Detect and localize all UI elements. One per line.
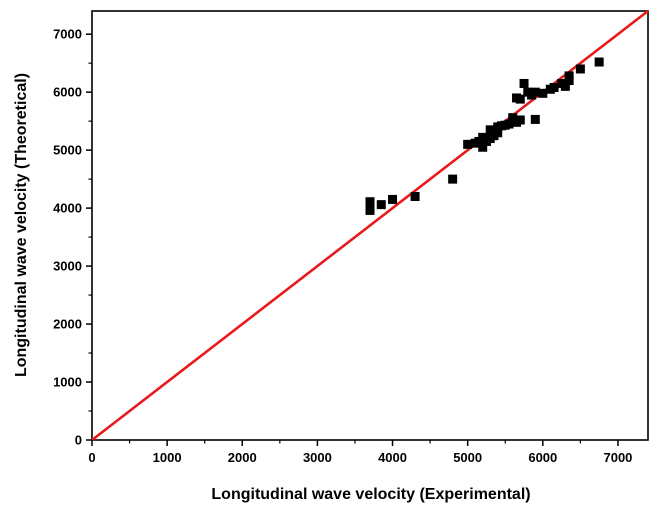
- y-tick-label: 3000: [53, 259, 82, 274]
- data-point: [365, 197, 375, 207]
- data-points: [365, 57, 604, 215]
- plot-frame: [91, 10, 649, 441]
- x-axis: 0 1000 2000 3000 4000 5000 6000 7000: [88, 440, 632, 465]
- data-point: [594, 57, 604, 67]
- x-tick-label: 0: [88, 450, 95, 465]
- data-point: [564, 76, 574, 86]
- data-point: [519, 78, 529, 88]
- data-point: [530, 114, 540, 124]
- data-point: [365, 201, 375, 211]
- y-axis-title: Longitudinal wave velocity (Theoretical): [13, 73, 30, 377]
- x-tick-label: 1000: [153, 450, 182, 465]
- x-tick-label: 4000: [378, 450, 407, 465]
- data-point: [463, 139, 473, 149]
- reference-line-layer: [91, 9, 649, 442]
- y-axis: 0 1000 2000 3000 4000 5000 6000 7000: [53, 27, 92, 448]
- plot-border: [91, 10, 649, 441]
- x-tick-label: 6000: [528, 450, 557, 465]
- data-point: [388, 194, 398, 204]
- reference-line: [91, 9, 649, 442]
- x-tick-label: 3000: [303, 450, 332, 465]
- y-tick-label: 4000: [53, 201, 82, 216]
- x-tick-label: 7000: [603, 450, 632, 465]
- y-tick-label: 0: [75, 433, 82, 448]
- y-tick-label: 5000: [53, 143, 82, 158]
- x-tick-label: 2000: [228, 450, 257, 465]
- y-tick-label: 1000: [53, 375, 82, 390]
- data-point: [538, 88, 548, 98]
- data-point: [478, 142, 488, 152]
- data-point: [564, 71, 574, 81]
- data-point: [485, 125, 495, 135]
- data-point: [508, 113, 518, 123]
- x-axis-title: Longitudinal wave velocity (Experimental…: [211, 486, 530, 503]
- y-tick-label: 6000: [53, 85, 82, 100]
- data-point: [376, 200, 386, 210]
- y-tick-label: 2000: [53, 317, 82, 332]
- data-point: [575, 64, 585, 74]
- data-point: [410, 192, 420, 202]
- x-tick-label: 5000: [453, 450, 482, 465]
- data-point: [515, 115, 525, 125]
- data-point: [549, 83, 559, 93]
- data-point: [493, 128, 503, 138]
- y-tick-label: 7000: [53, 27, 82, 42]
- data-point: [560, 81, 570, 91]
- data-point: [530, 87, 540, 97]
- data-point: [448, 174, 458, 184]
- data-point: [515, 94, 525, 104]
